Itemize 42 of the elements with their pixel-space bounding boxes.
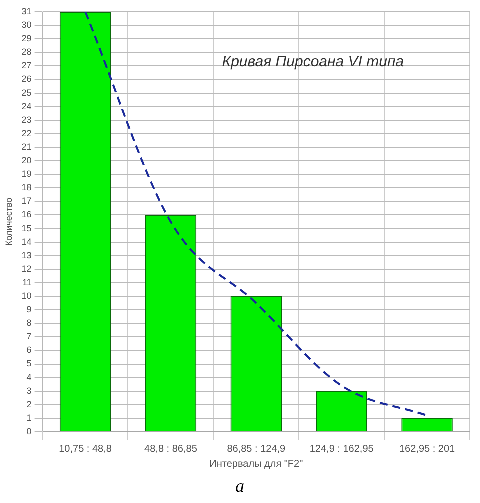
y-tick-label: 0: [26, 426, 32, 436]
line-series: [84, 12, 428, 417]
y-tick-label: 1: [26, 412, 32, 423]
y-tick-label: 20: [22, 156, 32, 166]
y-tick-label: 9: [26, 304, 32, 315]
y-tick-label: 31: [22, 6, 32, 16]
x-tick-label: 48,8 : 86,85: [144, 444, 198, 455]
y-tick-label: 30: [22, 20, 32, 30]
y-tick-label: 29: [22, 34, 32, 44]
y-tick-label: 25: [22, 88, 32, 98]
y-tick-label: 6: [26, 345, 32, 356]
y-tick-label: 17: [22, 196, 32, 206]
x-tick-label: 124,9 : 162,95: [310, 444, 374, 455]
text: a: [234, 476, 246, 497]
y-tick-label: 11: [22, 277, 32, 288]
y-tick-label: 19: [22, 169, 32, 180]
y-tick-label: 28: [22, 47, 32, 58]
y-tick-label: 12: [22, 264, 32, 274]
y-axis-title: Количество: [4, 198, 14, 246]
y-tick-label: 16: [22, 210, 32, 220]
y-tick-label: 10: [22, 291, 32, 301]
y-tick-label: 24: [22, 101, 32, 112]
annotation: Кривая Пирсоана VI типа: [222, 54, 404, 71]
y-tick-label: 27: [22, 60, 32, 71]
y-tick-label: 26: [22, 74, 32, 84]
y-tick-label: 3: [26, 386, 32, 396]
y-tick-label: 8: [26, 318, 32, 328]
y-tick-label: 18: [22, 182, 32, 193]
x-tick-label: 86,85 : 124,9: [227, 444, 286, 455]
y-tick-label: 13: [22, 250, 32, 260]
y-tick-label: 4: [26, 372, 32, 382]
x-tick-label: 10,75 : 48,8: [59, 444, 112, 455]
y-tick-label: 22: [22, 128, 32, 138]
y-tick-label: 21: [22, 142, 32, 152]
y-tick-label: 7: [26, 332, 32, 342]
x-axis-title: Интервалы для "F2": [210, 458, 304, 470]
y-tick-label: 14: [22, 236, 32, 247]
y-tick-label: 2: [26, 399, 32, 410]
x-tick-label: 162,95 : 201: [399, 444, 456, 455]
y-tick-label: 5: [26, 358, 32, 369]
y-tick-label: 23: [22, 114, 32, 125]
y-tick-label: 15: [22, 223, 32, 234]
